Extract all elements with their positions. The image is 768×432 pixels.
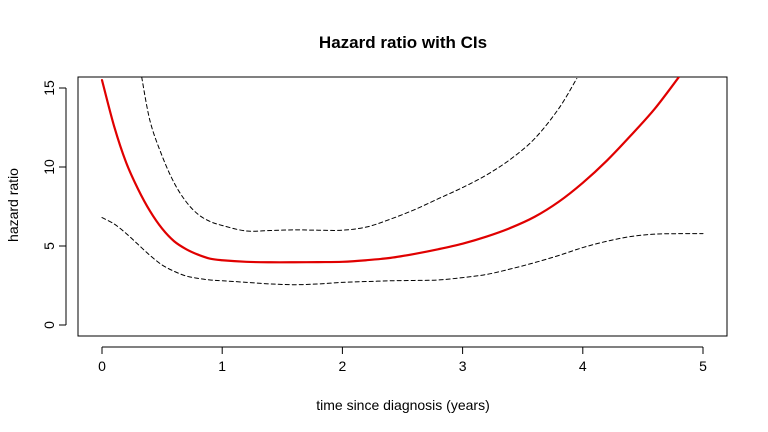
x-tick-label: 2 <box>339 358 347 374</box>
y-tick-label: 0 <box>41 321 57 329</box>
x-tick-label: 1 <box>218 358 226 374</box>
y-tick-label: 5 <box>41 242 57 250</box>
x-tick-label: 0 <box>98 358 106 374</box>
y-tick-label: 15 <box>41 80 57 96</box>
series-layer <box>100 77 704 286</box>
hazard-ratio-line <box>100 77 681 264</box>
x-tick-label: 3 <box>459 358 467 374</box>
chart-title: Hazard ratio with CIs <box>319 33 487 52</box>
x-tick-label: 5 <box>699 358 707 374</box>
upper-ci-line <box>141 77 578 232</box>
y-tick-label: 10 <box>41 159 57 175</box>
y-axis-label: hazard ratio <box>5 168 21 242</box>
axes: 0 1 2 3 4 5 0 5 10 15 <box>41 80 707 374</box>
plot-frame <box>77 76 728 337</box>
x-axis-label: time since diagnosis (years) <box>316 397 490 413</box>
lower-ci-line <box>101 217 704 286</box>
x-tick-label: 4 <box>579 358 587 374</box>
